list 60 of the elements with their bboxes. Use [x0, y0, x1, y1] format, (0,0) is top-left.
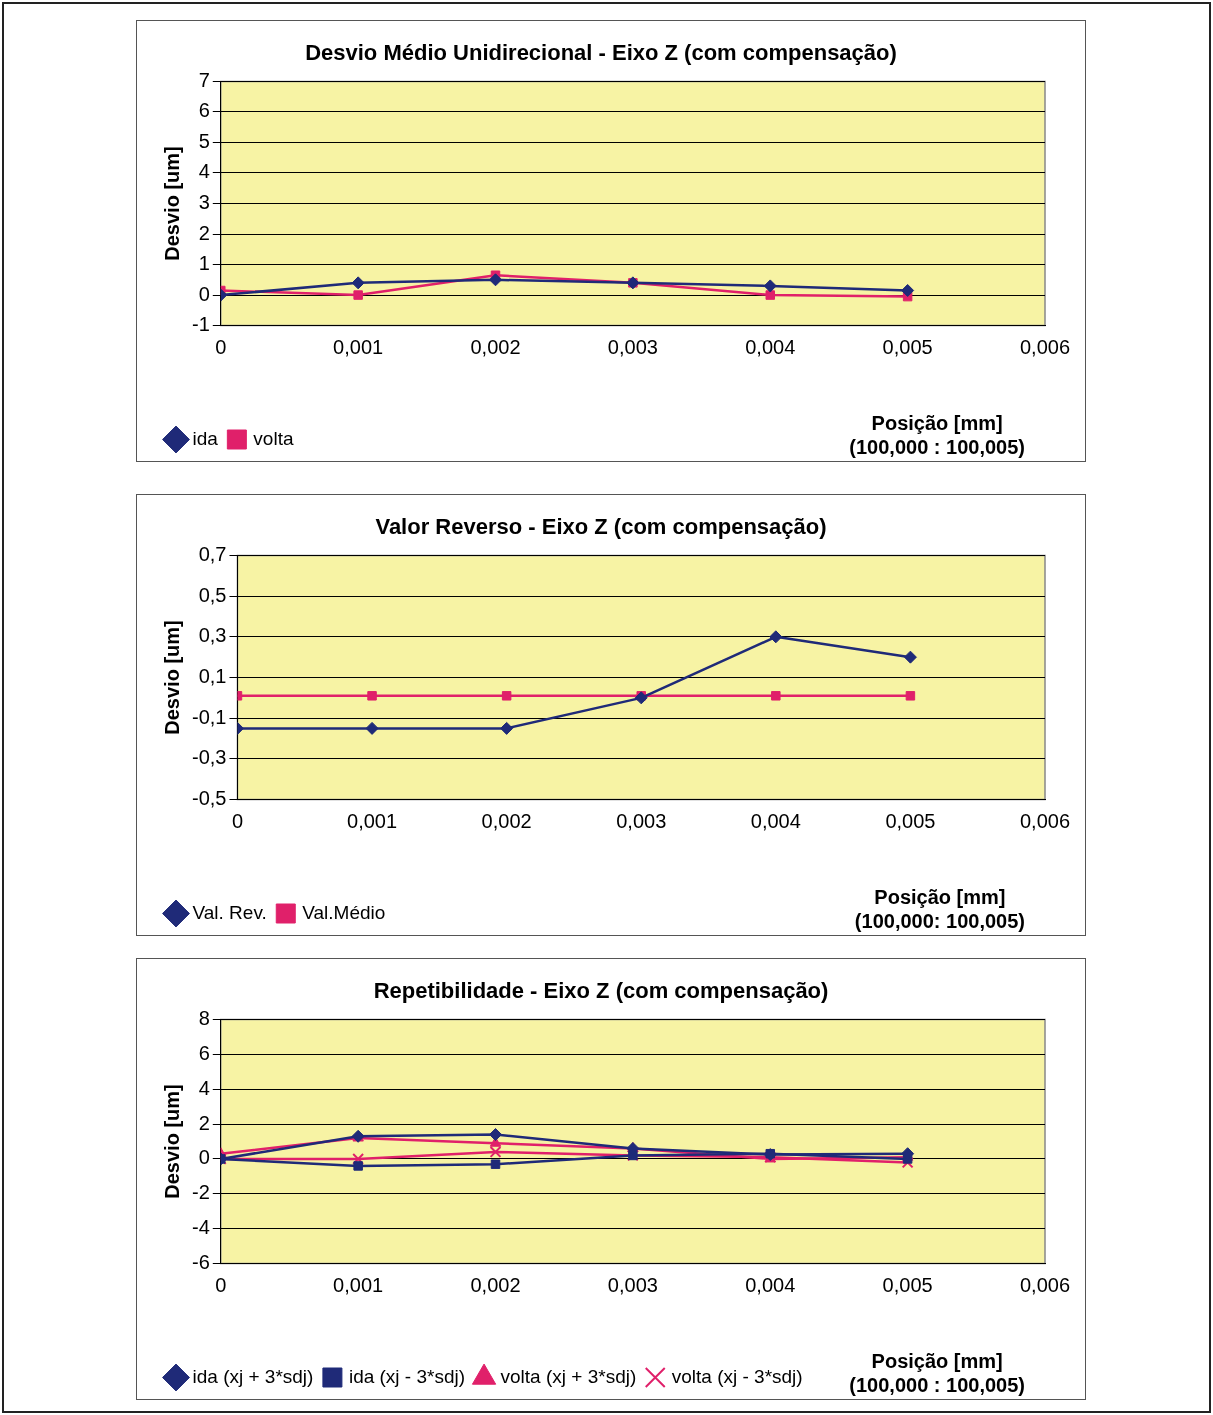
y-tick-label: 6	[198, 1041, 210, 1064]
legend-label: volta (xj + 3*sdj)	[500, 1365, 637, 1387]
y-tick-label: -1	[191, 313, 210, 336]
x-tick-label: 0,001	[333, 1274, 384, 1297]
y-tick-label: 0	[198, 1146, 210, 1169]
y-tick-label: -0,1	[191, 705, 227, 728]
legend-label: ida (xj - 3*sdj)	[348, 1365, 466, 1387]
y-tick-label: 3	[198, 191, 210, 214]
x-tick-label: 0,006	[1019, 1274, 1071, 1297]
y-tick-label: 0	[198, 282, 210, 305]
x-tick-label: 0,005	[882, 1274, 933, 1297]
x-tick-label: 0,003	[607, 336, 658, 359]
x-tick-label: 0,004	[745, 1274, 796, 1297]
legend-label: Val. Rev.	[192, 901, 267, 923]
y-tick-label: 6	[198, 99, 210, 122]
chart-title: Desvio Médio Unidirecional - Eixo Z (com compensação)	[305, 40, 897, 66]
x-tick-label: 0,006	[1019, 336, 1071, 359]
y-axis-title: Desvio [um]	[160, 146, 183, 261]
chart-title: Valor Reverso - Eixo Z (com compensação)	[375, 514, 827, 540]
y-tick-label: -6	[191, 1251, 210, 1274]
legend-label: ida (xj + 3*sdj)	[192, 1365, 314, 1387]
x-tick-label: 0,002	[470, 336, 521, 359]
y-tick-label: 0,1	[198, 665, 227, 688]
y-tick-label: 2	[198, 1111, 210, 1134]
y-tick-label: -4	[191, 1216, 210, 1239]
x-axis-title: Posição [mm] (100,000 : 100,005)	[849, 1349, 1025, 1397]
y-tick-label: 0,7	[198, 542, 227, 565]
x-tick-label: 0,005	[885, 810, 936, 833]
x-tick-label: 0,002	[470, 1274, 521, 1297]
x-tick-label: 0	[231, 810, 244, 833]
y-tick-label: 5	[198, 129, 210, 152]
legend-label: volta (xj - 3*sdj)	[671, 1365, 803, 1387]
y-tick-label: 1	[198, 252, 210, 275]
y-tick-label: 4	[198, 1076, 210, 1099]
x-tick-label: 0,005	[882, 336, 933, 359]
y-tick-label: 7	[198, 68, 210, 91]
x-tick-label: 0,003	[607, 1274, 658, 1297]
y-tick-label: 4	[198, 160, 210, 183]
x-tick-label: 0,001	[333, 336, 384, 359]
y-tick-label: 0,5	[198, 583, 227, 606]
chart-title: Repetibilidade - Eixo Z (com compensação)	[373, 978, 829, 1004]
x-tick-label: 0,002	[481, 810, 532, 833]
y-axis-title: Desvio [um]	[160, 620, 183, 735]
x-tick-label: 0,003	[616, 810, 667, 833]
y-tick-label: -0,5	[191, 787, 227, 810]
y-tick-label: 2	[198, 221, 210, 244]
y-tick-label: -2	[191, 1181, 210, 1204]
x-tick-label: 0,004	[750, 810, 801, 833]
legend-label: Val.Médio	[302, 901, 386, 923]
legend-label: volta	[253, 427, 294, 449]
legend-label: ida	[192, 427, 219, 449]
x-tick-label: 0,006	[1019, 810, 1071, 833]
y-tick-label: 0,3	[198, 624, 227, 647]
x-tick-label: 0,004	[745, 336, 796, 359]
y-axis-title: Desvio [um]	[160, 1084, 183, 1199]
y-tick-label: 8	[198, 1006, 210, 1029]
y-tick-label: -0,3	[191, 746, 227, 769]
x-axis-title: Posição [mm] (100,000: 100,005)	[854, 885, 1025, 933]
x-axis-title: Posição [mm] (100,000 : 100,005)	[849, 411, 1025, 459]
x-tick-label: 0,001	[347, 810, 398, 833]
